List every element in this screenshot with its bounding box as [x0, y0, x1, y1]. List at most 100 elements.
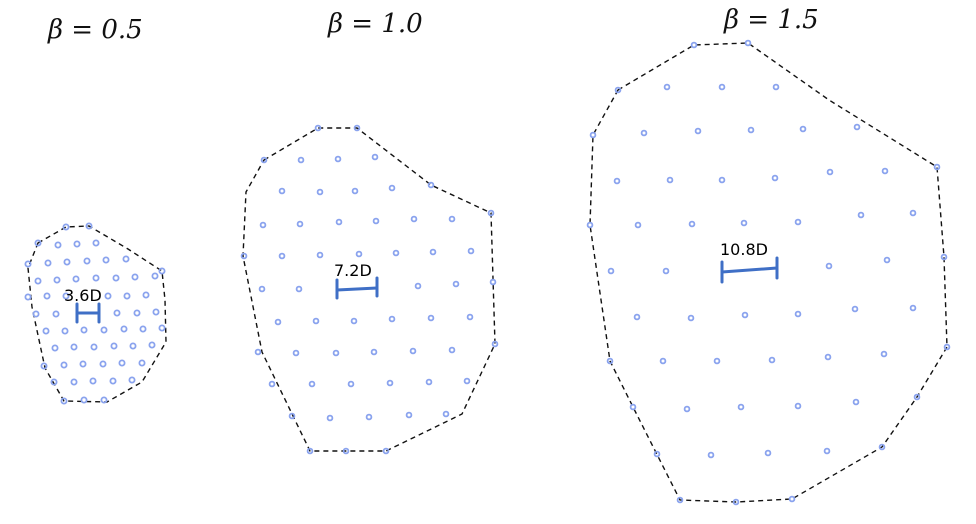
cluster-node	[60, 361, 68, 369]
cluster-node	[278, 252, 286, 260]
cluster-node	[463, 377, 471, 385]
cluster-node	[158, 324, 166, 332]
panel-title: β = 0.5	[47, 15, 143, 45]
cluster-node	[151, 272, 159, 280]
cluster-node	[487, 209, 495, 217]
cluster-node	[613, 177, 621, 185]
cluster-node	[694, 127, 702, 135]
cluster-node	[388, 184, 396, 192]
cluster-node	[308, 380, 316, 388]
cluster-node	[43, 292, 51, 300]
cluster-node	[371, 153, 379, 161]
cluster-node	[104, 292, 112, 300]
cluster-node	[878, 443, 886, 451]
cluster-node	[883, 256, 891, 264]
cluster-node	[690, 41, 698, 49]
cluster-node	[52, 310, 60, 318]
cluster-node	[707, 451, 715, 459]
cluster-node	[118, 359, 126, 367]
cluster-node	[909, 209, 917, 217]
cluster-node	[392, 249, 400, 257]
cluster-node	[60, 397, 68, 405]
cluster-node	[306, 447, 314, 455]
cluster-node	[448, 215, 456, 223]
cluster-node	[771, 174, 779, 182]
cluster-node	[24, 293, 32, 301]
cluster-node	[943, 343, 951, 351]
cluster-node	[683, 405, 691, 413]
cluster-node	[737, 403, 745, 411]
cluster-node	[334, 155, 342, 163]
panel-beta-0-5: β = 0.5 3.6D	[24, 15, 167, 405]
cluster-node	[823, 447, 831, 455]
cluster-node	[312, 317, 320, 325]
cluster-node	[138, 359, 146, 367]
cluster-node	[347, 380, 355, 388]
cluster-node	[296, 220, 304, 228]
cluster-node	[297, 156, 305, 164]
cluster-node	[100, 326, 108, 334]
cluster-node	[410, 215, 418, 223]
cluster-node	[634, 221, 642, 229]
scale-bar	[335, 276, 379, 300]
cluster-node	[653, 450, 661, 458]
cluster-node	[142, 291, 150, 299]
cluster-node	[92, 239, 100, 247]
cluster-node	[295, 285, 303, 293]
cluster-node	[386, 379, 394, 387]
cluster-node	[663, 83, 671, 91]
cluster-boundary	[27, 225, 167, 403]
cluster-node	[90, 343, 98, 351]
cluster-node	[350, 317, 358, 325]
cluster-node	[629, 403, 637, 411]
panel-title: β = 1.0	[327, 9, 423, 39]
cluster-node	[768, 356, 776, 364]
cluster-node	[640, 129, 648, 137]
cluster-node	[741, 311, 749, 319]
cluster-node	[99, 360, 107, 368]
panel-title: β = 1.5	[723, 5, 819, 35]
cluster-node	[316, 188, 324, 196]
cluster-node	[764, 449, 772, 457]
panel-beta-1-5: β = 1.5 10.8D	[586, 5, 951, 506]
cluster-node	[152, 308, 160, 316]
cluster-node	[62, 223, 70, 231]
cluster-node	[274, 318, 282, 326]
cluster-node	[851, 305, 859, 313]
cluster-node	[73, 240, 81, 248]
cluster-node	[659, 357, 667, 365]
cluster-node	[353, 124, 361, 132]
cluster-node	[34, 277, 42, 285]
cluster-node	[72, 275, 80, 283]
cluster-node	[70, 378, 78, 386]
cluster-node	[292, 349, 300, 357]
cluster-node	[370, 348, 378, 356]
cluster-node	[732, 498, 740, 506]
cluster-boundary	[242, 127, 496, 452]
cluster-node	[826, 168, 834, 176]
cluster-node	[913, 393, 921, 401]
cluster-node	[314, 124, 322, 132]
cluster-node	[586, 221, 594, 229]
cluster-node	[799, 125, 807, 133]
cluster-node	[614, 86, 622, 94]
cluster-node	[933, 163, 941, 171]
cluster-node	[429, 248, 437, 256]
scale-bar	[75, 302, 101, 324]
cluster-node	[718, 176, 726, 184]
cluster-node	[880, 350, 888, 358]
cluster-node	[53, 276, 61, 284]
cluster-boundary	[589, 42, 948, 503]
cluster-node	[633, 313, 641, 321]
cluster-node	[606, 357, 614, 365]
cluster-node	[744, 39, 752, 47]
cluster-node	[63, 258, 71, 266]
cluster-node	[120, 325, 128, 333]
cluster-node	[268, 380, 276, 388]
cluster-node	[607, 267, 615, 275]
cluster-node	[32, 310, 40, 318]
cluster-node	[54, 241, 62, 249]
cluster-node	[940, 253, 948, 261]
cluster-node	[42, 327, 50, 335]
cluster-node	[133, 309, 141, 317]
